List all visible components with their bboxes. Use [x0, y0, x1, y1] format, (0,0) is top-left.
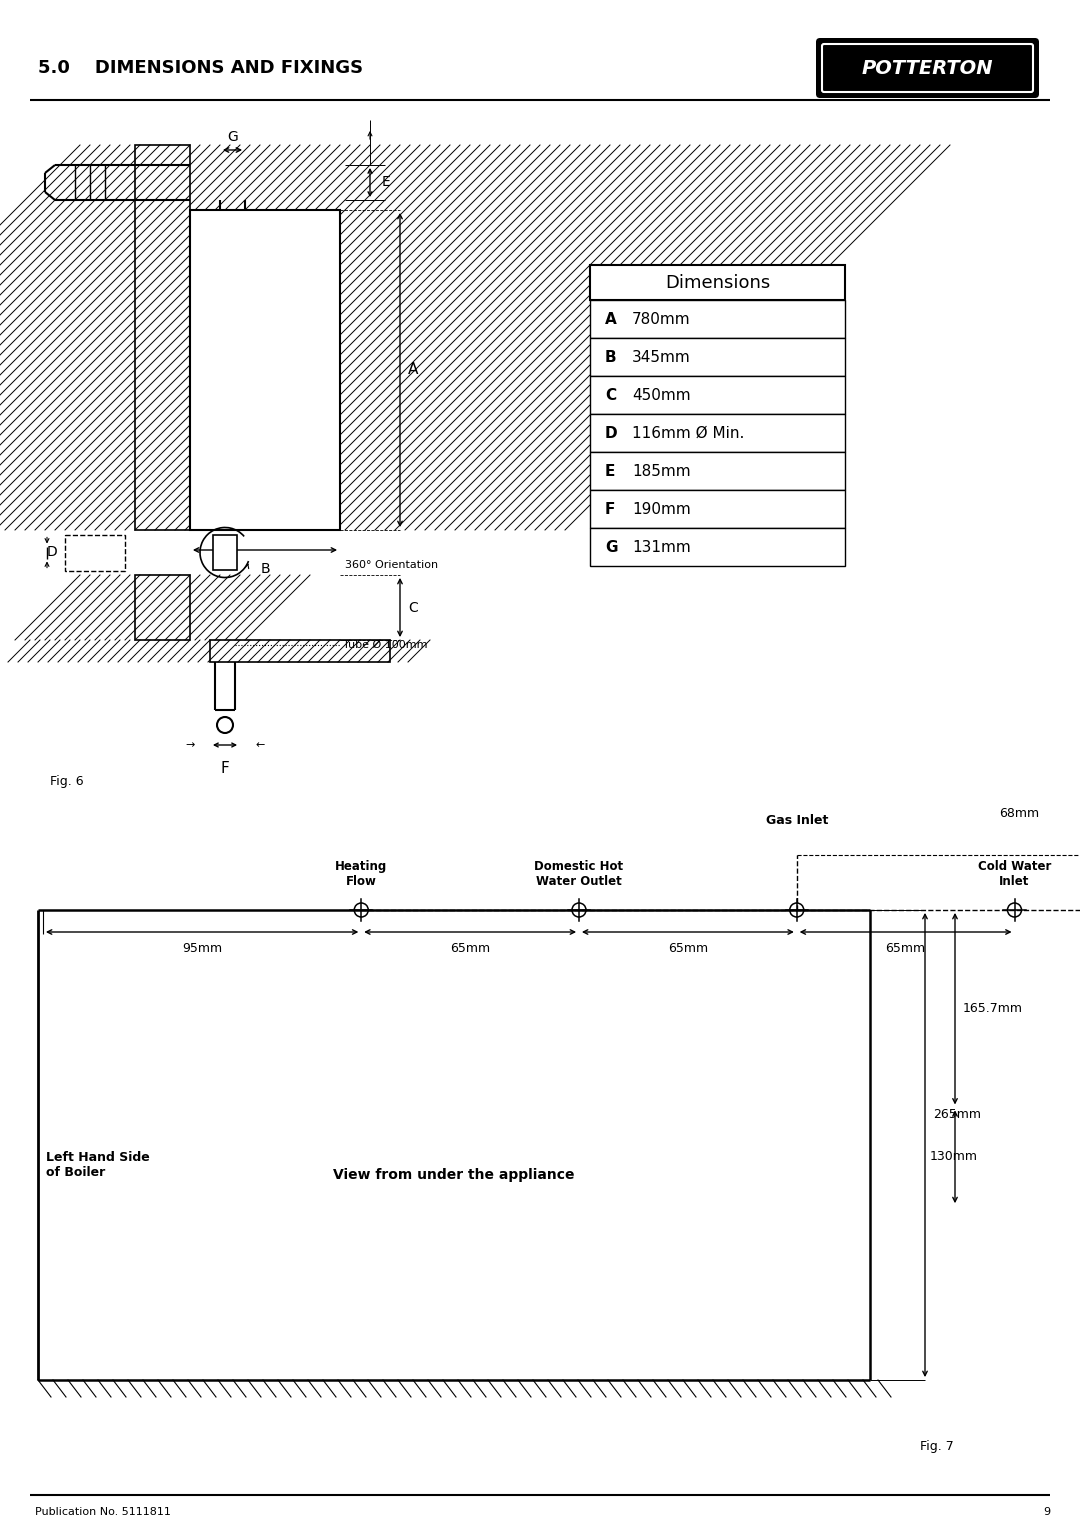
Text: E: E	[382, 176, 391, 189]
Text: Left Hand Side
of Boiler: Left Hand Side of Boiler	[46, 1151, 150, 1179]
Text: 130mm: 130mm	[930, 1150, 978, 1164]
Text: 65mm: 65mm	[667, 942, 707, 954]
Bar	[213, 534, 237, 570]
Text: D: D	[605, 426, 618, 440]
Text: Publication No. 5111811: Publication No. 5111811	[35, 1507, 171, 1516]
Text: 65mm: 65mm	[886, 942, 926, 954]
Text: 450mm: 450mm	[632, 388, 690, 403]
Text: Cold Water
Inlet: Cold Water Inlet	[977, 860, 1051, 889]
Bar	[590, 266, 845, 299]
Text: E: E	[605, 464, 616, 478]
Text: Fig. 6: Fig. 6	[50, 776, 83, 788]
Text: A: A	[408, 362, 418, 377]
Bar	[590, 414, 845, 452]
Bar	[135, 576, 190, 640]
Text: POTTERTON: POTTERTON	[862, 58, 994, 78]
Text: Dimensions: Dimensions	[665, 273, 770, 292]
Bar	[590, 337, 845, 376]
Text: 185mm: 185mm	[632, 464, 690, 478]
Text: 5.0    DIMENSIONS AND FIXINGS: 5.0 DIMENSIONS AND FIXINGS	[38, 60, 363, 76]
Text: D: D	[46, 545, 57, 559]
Text: B: B	[260, 562, 270, 576]
Text: Heating
Flow: Heating Flow	[335, 860, 388, 889]
Text: Gas Inlet: Gas Inlet	[766, 814, 828, 828]
Text: G: G	[227, 130, 238, 144]
Text: 345mm: 345mm	[632, 350, 691, 365]
Text: C: C	[408, 600, 418, 614]
Text: 116mm Ø Min.: 116mm Ø Min.	[632, 426, 744, 440]
Text: Fig. 7: Fig. 7	[920, 1440, 954, 1454]
Text: 131mm: 131mm	[632, 539, 691, 554]
Bar	[65, 534, 125, 571]
Bar	[590, 376, 845, 414]
Text: 265mm: 265mm	[933, 1109, 981, 1121]
Text: View from under the appliance: View from under the appliance	[334, 1168, 575, 1182]
FancyBboxPatch shape	[816, 38, 1039, 98]
Text: →: →	[186, 741, 195, 750]
Text: 95mm: 95mm	[183, 942, 222, 954]
Text: F: F	[220, 760, 229, 776]
Bar	[590, 299, 845, 337]
Bar	[135, 145, 190, 530]
Text: 360° Orientation: 360° Orientation	[345, 560, 438, 570]
Text: 9: 9	[1043, 1507, 1050, 1516]
Text: 65mm: 65mm	[450, 942, 490, 954]
Text: 68mm: 68mm	[999, 806, 1040, 820]
FancyBboxPatch shape	[822, 44, 1032, 92]
Text: 780mm: 780mm	[632, 312, 690, 327]
Text: 165.7mm: 165.7mm	[963, 1002, 1023, 1015]
Bar	[590, 452, 845, 490]
Text: ←: ←	[255, 741, 265, 750]
Text: F: F	[605, 501, 616, 516]
Bar	[210, 640, 390, 663]
Text: C: C	[605, 388, 616, 403]
Text: B: B	[605, 350, 617, 365]
Bar	[590, 490, 845, 528]
Text: G: G	[605, 539, 618, 554]
Text: 190mm: 190mm	[632, 501, 691, 516]
Text: A: A	[605, 312, 617, 327]
Bar	[590, 528, 845, 567]
Bar	[190, 211, 340, 530]
Text: Tube Ø 100mm: Tube Ø 100mm	[343, 640, 428, 651]
Text: Domestic Hot
Water Outlet: Domestic Hot Water Outlet	[535, 860, 623, 889]
